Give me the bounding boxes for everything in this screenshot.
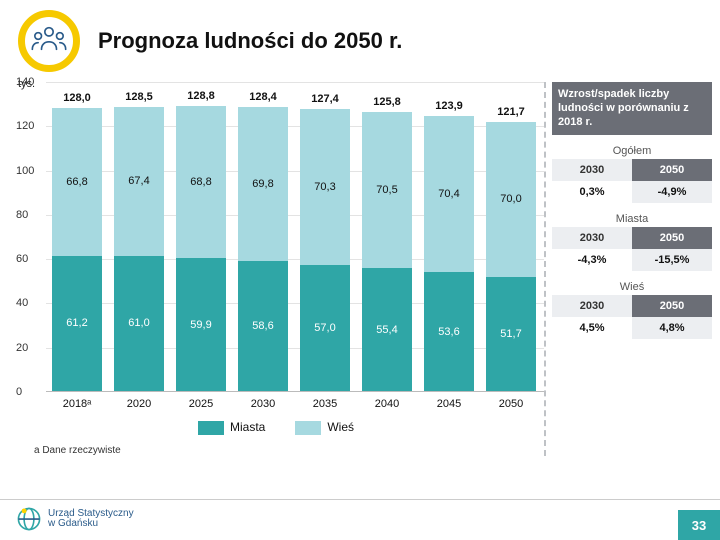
y-tick: 40 [16, 297, 28, 309]
segment-miasta: 55,4 [362, 268, 412, 391]
sidebar-year-b: 2050 [632, 295, 712, 317]
segment-miasta: 57,0 [300, 265, 350, 391]
segment-miasta: 53,6 [424, 272, 474, 391]
logo-text: Urząd Statystyczny w Gdańsku [48, 509, 134, 530]
bar: 127,470,357,0 [300, 109, 350, 391]
population-icon [18, 10, 80, 72]
x-tick: 2035 [300, 398, 350, 410]
bar: 125,870,555,4 [362, 112, 412, 391]
bar-total-label: 127,4 [300, 93, 350, 105]
sidebar-value-b: 4,8% [632, 317, 712, 339]
segment-wies: 70,0 [486, 122, 536, 277]
y-tick: 60 [16, 253, 28, 265]
page-title: Prognoza ludności do 2050 r. [98, 28, 402, 54]
x-tick: 2040 [362, 398, 412, 410]
y-tick: 80 [16, 209, 28, 221]
sidebar-group: Ogółem 203020500,3%-4,9% [552, 145, 712, 203]
segment-miasta: 59,9 [176, 258, 226, 391]
bar: 123,970,453,6 [424, 116, 474, 391]
y-tick: 120 [16, 120, 34, 132]
sidebar-group-title: Wieś [552, 281, 712, 293]
page-number: 33 [678, 510, 720, 540]
sidebar-group: Miasta 20302050-4,3%-15,5% [552, 213, 712, 271]
y-tick: 0 [16, 386, 22, 398]
sidebar-value-a: 4,5% [552, 317, 632, 339]
x-tick: 2030 [238, 398, 288, 410]
sidebar-year-a: 2030 [552, 159, 632, 181]
bar-total-label: 123,9 [424, 100, 474, 112]
bar: 128,469,858,6 [238, 107, 288, 391]
legend: Miasta Wieś [8, 420, 544, 435]
x-axis-labels: 2018ᵃ 2020 2025 2030 2035 2040 2045 2050 [46, 392, 544, 410]
sidebar-header: Wzrost/spadek liczby ludności w porównan… [552, 82, 712, 135]
x-tick: 2025 [176, 398, 226, 410]
sidebar-value-a: 0,3% [552, 181, 632, 203]
segment-wies: 70,5 [362, 112, 412, 268]
page: Prognoza ludności do 2050 r. tys. 020406… [0, 0, 720, 540]
y-tick: 20 [16, 342, 28, 354]
sidebar-year-b: 2050 [632, 159, 712, 181]
divider [0, 499, 720, 500]
chart-column: tys. 020406080100120140128,066,861,2128,… [8, 82, 544, 456]
segment-wies: 66,8 [52, 108, 102, 256]
sidebar: Wzrost/spadek liczby ludności w porównan… [544, 82, 712, 456]
x-tick: 2045 [424, 398, 474, 410]
segment-miasta: 61,2 [52, 256, 102, 392]
legend-item-wies: Wieś [295, 420, 354, 435]
bar-total-label: 128,0 [52, 92, 102, 104]
bar: 128,066,861,2 [52, 108, 102, 391]
x-tick: 2020 [114, 398, 164, 410]
bar-total-label: 121,7 [486, 106, 536, 118]
sidebar-group-title: Ogółem [552, 145, 712, 157]
bar-total-label: 125,8 [362, 96, 412, 108]
sidebar-year-b: 2050 [632, 227, 712, 249]
logo: Urząd Statystyczny w Gdańsku [16, 506, 134, 532]
bar-total-label: 128,5 [114, 91, 164, 103]
logo-icon [16, 506, 42, 532]
chart-area: 020406080100120140128,066,861,2128,567,4… [46, 82, 544, 392]
y-tick: 140 [16, 76, 34, 88]
bar-total-label: 128,8 [176, 90, 226, 102]
segment-wies: 70,4 [424, 116, 474, 272]
segment-wies: 68,8 [176, 106, 226, 258]
sidebar-year-a: 2030 [552, 295, 632, 317]
segment-miasta: 51,7 [486, 277, 536, 391]
sidebar-value-b: -4,9% [632, 181, 712, 203]
content: tys. 020406080100120140128,066,861,2128,… [0, 76, 720, 456]
sidebar-value-b: -15,5% [632, 249, 712, 271]
bar: 128,567,461,0 [114, 107, 164, 391]
segment-wies: 69,8 [238, 107, 288, 262]
bar-total-label: 128,4 [238, 91, 288, 103]
x-tick: 2018ᵃ [52, 398, 102, 410]
x-tick: 2050 [486, 398, 536, 410]
bar: 121,770,051,7 [486, 122, 536, 391]
sidebar-value-a: -4,3% [552, 249, 632, 271]
segment-wies: 67,4 [114, 107, 164, 256]
header: Prognoza ludności do 2050 r. [0, 0, 720, 76]
sidebar-year-a: 2030 [552, 227, 632, 249]
bar: 128,868,859,9 [176, 106, 226, 391]
y-tick: 100 [16, 165, 34, 177]
gridline [46, 82, 544, 83]
segment-miasta: 58,6 [238, 261, 288, 391]
segment-miasta: 61,0 [114, 256, 164, 391]
sidebar-group: Wieś 203020504,5%4,8% [552, 281, 712, 339]
chart-footnote: a Dane rzeczywiste [8, 435, 544, 456]
legend-item-miasta: Miasta [198, 420, 265, 435]
segment-wies: 70,3 [300, 109, 350, 265]
sidebar-group-title: Miasta [552, 213, 712, 225]
